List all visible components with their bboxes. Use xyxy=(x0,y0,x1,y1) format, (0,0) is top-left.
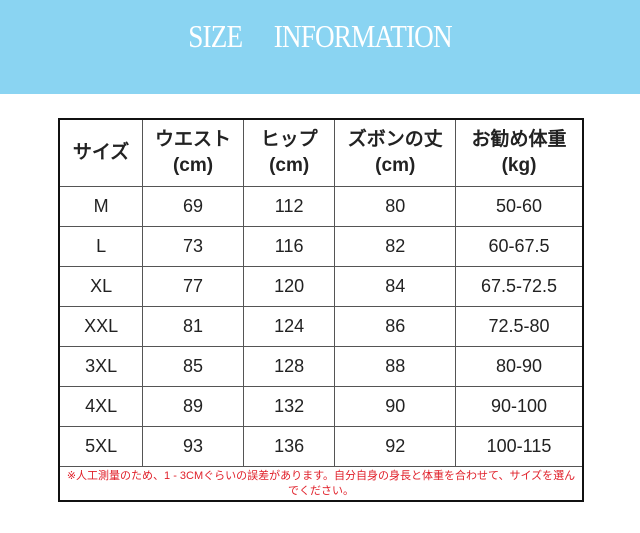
table-cell: 73 xyxy=(142,226,244,267)
column-header: サイズ xyxy=(58,118,144,187)
table-cell: 112 xyxy=(242,186,336,227)
table-cell: 90 xyxy=(334,386,456,427)
table-cell: 136 xyxy=(242,426,336,467)
table-cell: 132 xyxy=(242,386,336,427)
table-cell: M xyxy=(58,186,144,227)
column-header-label: ズボンの丈 xyxy=(347,129,443,150)
column-header-label: ヒップ xyxy=(260,129,318,150)
table-cell: 116 xyxy=(242,226,336,267)
table-cell: 84 xyxy=(334,266,456,307)
table-cell: 4XL xyxy=(58,386,144,427)
table-cell: 5XL xyxy=(58,426,144,467)
column-header-unit: (cm) xyxy=(269,155,310,176)
measurement-note: ※人工測量のため、1 - 3CMぐらいの誤差があります。自分自身の身長と体重を合… xyxy=(58,466,584,502)
table-row: XL 77 120 84 67.5-72.5 xyxy=(58,266,584,307)
column-header-label: ウエスト xyxy=(154,129,231,150)
table-cell: 50-60 xyxy=(454,186,584,227)
table-cell: 93 xyxy=(142,426,244,467)
table-cell: XL xyxy=(58,266,144,307)
table-cell: 69 xyxy=(142,186,244,227)
column-header-unit: (cm) xyxy=(375,155,416,176)
column-header: ヒップ (cm) xyxy=(242,118,336,187)
table-row: M 69 112 80 50-60 xyxy=(58,186,584,227)
table-cell: 60-67.5 xyxy=(454,226,584,267)
table-cell: 124 xyxy=(242,306,336,347)
column-header: ウエスト (cm) xyxy=(142,118,244,187)
table-cell: 72.5-80 xyxy=(454,306,584,347)
table-cell: 90-100 xyxy=(454,386,584,427)
table-cell: 128 xyxy=(242,346,336,387)
note-row: ※人工測量のため、1 - 3CMぐらいの誤差があります。自分自身の身長と体重を合… xyxy=(58,466,584,502)
table-cell: 67.5-72.5 xyxy=(454,266,584,307)
table-cell: XXL xyxy=(58,306,144,347)
table-cell: 77 xyxy=(142,266,244,307)
banner-title: SIZE INFORMATION xyxy=(188,18,452,54)
column-header-label: サイズ xyxy=(72,142,130,163)
table-row: L 73 116 82 60-67.5 xyxy=(58,226,584,267)
table-cell: 82 xyxy=(334,226,456,267)
table-cell: 81 xyxy=(142,306,244,347)
table-row: 3XL 85 128 88 80-90 xyxy=(58,346,584,387)
table-cell: L xyxy=(58,226,144,267)
table-row: XXL 81 124 86 72.5-80 xyxy=(58,306,584,347)
table-cell: 89 xyxy=(142,386,244,427)
table-cell: 120 xyxy=(242,266,336,307)
table-cell: 86 xyxy=(334,306,456,347)
column-header: ズボンの丈 (cm) xyxy=(334,118,456,187)
table-row: 4XL 89 132 90 90-100 xyxy=(58,386,584,427)
table-cell: 85 xyxy=(142,346,244,387)
size-table: サイズ ウエスト (cm) ヒップ (cm) ズボンの丈 (cm) お勧め体重 (kg) M 69… xyxy=(58,118,584,502)
table-cell: 80 xyxy=(334,186,456,227)
column-header-label: お勧め体重 xyxy=(471,129,567,150)
table-cell: 100-115 xyxy=(454,426,584,467)
table-cell: 92 xyxy=(334,426,456,467)
column-header-unit: (kg) xyxy=(501,155,537,176)
table-header-row: サイズ ウエスト (cm) ヒップ (cm) ズボンの丈 (cm) お勧め体重 (kg) xyxy=(58,118,584,187)
table-cell: 88 xyxy=(334,346,456,387)
table-cell: 80-90 xyxy=(454,346,584,387)
table-cell: 3XL xyxy=(58,346,144,387)
column-header-unit: (cm) xyxy=(172,155,214,176)
table-row: 5XL 93 136 92 100-115 xyxy=(58,426,584,467)
column-header: お勧め体重 (kg) xyxy=(454,118,584,187)
header-banner: SIZE INFORMATION xyxy=(0,0,640,94)
